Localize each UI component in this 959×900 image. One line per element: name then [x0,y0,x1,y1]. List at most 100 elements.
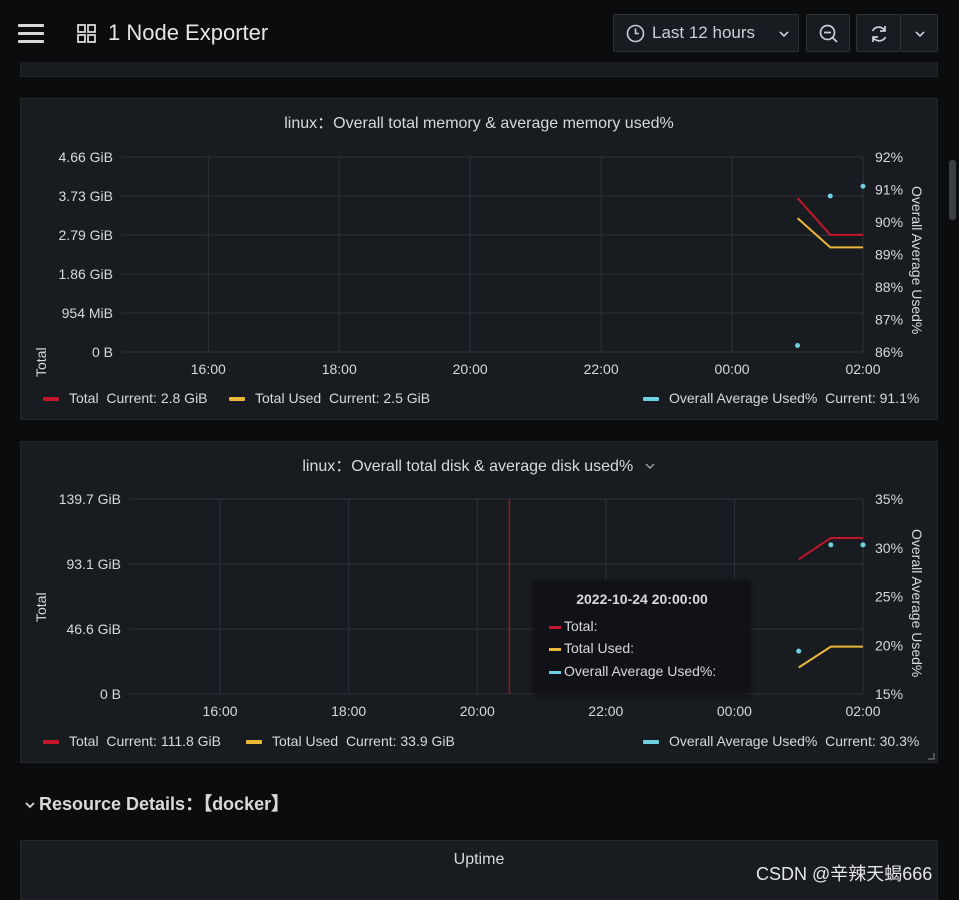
legend-swatch [229,397,245,402]
series-line [796,197,863,236]
panel-title[interactable]: linux：Overall total disk & average disk … [21,452,937,476]
top-bar: 1 Node Exporter Last 12 hours [0,0,959,68]
legend-item-total[interactable]: Total Current: 2.8 GiB [43,390,208,406]
x-tick-label: 18:00 [331,703,366,719]
y2-tick-label: 86% [875,344,903,360]
refresh-interval-dropdown[interactable] [900,14,938,52]
legend-item-average-used[interactable]: Overall Average Used% Current: 30.3% [643,733,919,749]
series-line [798,645,863,669]
legend-series-name: Total [69,733,99,749]
series-point [860,542,866,548]
menu-icon[interactable] [18,24,44,44]
series-point [860,183,866,189]
collapsed-panel-edge [20,62,938,77]
legend-current: Current: 30.3% [825,733,920,749]
legend-series-name: Total [69,390,99,406]
row-resource-details[interactable]: Resource Details：【docker】 [24,790,289,816]
time-range-label: Last 12 hours [652,23,756,42]
series-line [798,536,863,561]
chevron-down-icon [25,802,35,809]
y-tick-label: 46.6 GiB [67,621,121,637]
dashboard-grid-icon [77,24,96,43]
chart-tooltip: 2022-10-24 20:00:00 Total: Total Used: O… [534,580,750,693]
tooltip-row-total-used: Total Used: [549,640,634,656]
y2-tick-label: 25% [875,589,903,605]
disk-chart[interactable]: 139.7 GiB 93.1 GiB 46.6 GiB 0 B 35% 30% 25% 20%… [21,442,939,732]
legend-series-name: Overall Average Used% [669,390,818,406]
x-tick-label: 22:00 [588,703,623,719]
tooltip-row-label: Total: [564,618,598,634]
memory-chart[interactable]: 4.66 GiB 3.73 GiB 2.79 GiB 1.86 GiB 954 MiB 0… [21,99,939,389]
memory-panel[interactable]: linux：Overall total memory & average mem… [20,98,938,420]
y2-tick-label: 30% [875,540,903,556]
legend-item-average-used[interactable]: Overall Average Used% Current: 91.1% [643,390,919,406]
y2-tick-label: 91% [875,182,903,198]
x-tick-label: 02:00 [845,703,880,719]
y2-tick-label: 35% [875,491,903,507]
y-tick-label: 0 B [92,344,113,360]
y-tick-label: 1.86 GiB [59,266,113,282]
y-tick-label: 4.66 GiB [59,149,113,165]
scrollbar-thumb[interactable] [949,160,956,220]
tooltip-row-label: Total Used: [564,640,635,656]
panel-title[interactable]: linux：Overall total memory & average mem… [284,115,674,132]
legend-swatch [43,397,59,402]
refresh-button[interactable] [856,14,900,52]
series-point [796,648,802,654]
legend-item-total[interactable]: Total Current: 111.8 GiB [43,733,221,749]
y-tick-label: 3.73 GiB [59,188,113,204]
y2-tick-label: 20% [875,637,903,653]
tooltip-time: 2022-10-24 20:00:00 [576,591,708,607]
disk-panel[interactable]: linux：Overall total disk & average disk … [20,441,938,763]
y-tick-label: 93.1 GiB [67,556,121,572]
time-range-picker[interactable]: Last 12 hours [613,14,799,52]
legend-current: Current: 33.9 GiB [345,733,455,749]
y-tick-label: 139.7 GiB [59,491,121,507]
row-title: Resource Details：【docker】 [39,794,290,814]
legend-series-name: Overall Average Used% [669,733,818,749]
y2-tick-label: 90% [875,214,903,230]
panel-title-text: linux：Overall total disk & average disk … [302,458,634,475]
x-tick-label: 16:00 [191,361,226,377]
legend-item-total-used[interactable]: Total Used Current: 2.5 GiB [229,390,430,406]
legend-current: Current: 91.1% [825,390,920,406]
y2-tick-label: 89% [875,247,903,263]
legend-current: Current: 111.8 GiB [106,733,222,749]
x-tick-label: 16:00 [203,703,238,719]
y-tick-label: 2.79 GiB [59,227,113,243]
legend-swatch [43,740,59,745]
y2-tick-label: 92% [875,149,903,165]
zoom-out-button[interactable] [806,14,850,52]
x-tick-label: 00:00 [715,361,750,377]
chevron-down-icon [779,31,789,38]
tooltip-row-total: Total: [549,618,597,634]
clock-icon [626,24,645,43]
tooltip-row-average-used: Overall Average Used%: [549,663,716,679]
y2-tick-label: 87% [875,312,903,328]
series-point [795,343,801,348]
x-tick-label: 20:00 [460,703,495,719]
dashboard-title[interactable]: 1 Node Exporter [108,20,269,45]
legend-item-total-used[interactable]: Total Used Current: 33.9 GiB [246,733,455,749]
panel-title[interactable]: Uptime [453,851,505,868]
legend-series-name: Total Used [255,390,322,406]
series-line [796,217,863,249]
y-tick-label: 0 B [100,686,121,702]
legend-swatch [643,397,659,402]
series-point [828,542,834,548]
x-tick-label: 00:00 [717,703,752,719]
legend-series-name: Total Used [272,733,339,749]
x-tick-label: 02:00 [845,361,880,377]
watermark: CSDN @辛辣天蝎666 [756,864,933,884]
resize-handle-icon[interactable] [927,752,935,760]
legend-swatch [246,740,262,745]
legend-swatch [643,740,659,745]
x-tick-label: 20:00 [453,361,488,377]
legend-current: Current: 2.8 GiB [106,390,208,406]
zoom-out-icon [819,24,838,43]
chevron-down-icon [645,463,655,469]
series-point [827,193,833,199]
y2-tick-label: 88% [875,279,903,295]
y2-tick-label: 15% [875,686,903,702]
x-tick-label: 18:00 [322,361,357,377]
